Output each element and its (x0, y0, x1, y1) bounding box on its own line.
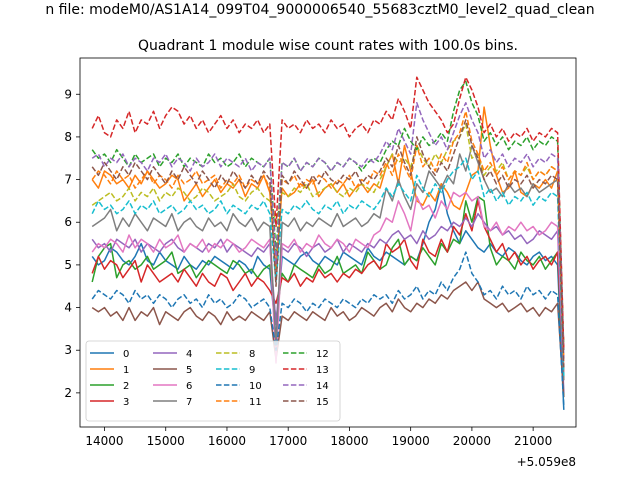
legend-label-9: 9 (249, 365, 255, 376)
chart-title: Quadrant 1 module wise count rates with … (138, 38, 518, 54)
series-line-15 (91, 119, 565, 368)
legend-frame (85, 340, 341, 422)
legend-label-1: 1 (123, 365, 129, 376)
series-line-14 (91, 102, 565, 359)
legend-label-0: 0 (123, 349, 129, 360)
x-tick-label: 16000 (208, 434, 246, 448)
x-tick-label: 19000 (392, 434, 430, 448)
legend-label-11: 11 (249, 397, 262, 408)
series-line-13 (91, 76, 565, 351)
x-axis: 14000 15000 16000 17000 18000 19000 20000 21000 (85, 427, 552, 448)
figure-suptitle: n file: modeM0/AS1A14_099T04_9000006540_… (45, 2, 594, 18)
y-tick-label: 3 (64, 343, 72, 357)
legend-label-12: 12 (316, 349, 329, 360)
series-line-7 (91, 144, 565, 381)
y-tick-label: 6 (64, 215, 72, 229)
series-line-11 (91, 110, 565, 359)
x-offset-label: +5.059e8 (517, 455, 576, 469)
series-line-4 (91, 212, 565, 393)
series-line-10 (91, 251, 565, 406)
x-tick-label: 21000 (514, 434, 552, 448)
legend-label-6: 6 (186, 381, 192, 392)
y-tick-label: 4 (64, 301, 72, 315)
legend-label-4: 4 (186, 349, 192, 360)
series-line-0 (91, 183, 565, 410)
series-line-9 (91, 157, 565, 376)
x-tick-label: 14000 (85, 434, 123, 448)
legend-label-10: 10 (249, 381, 262, 392)
series-line-3 (91, 200, 565, 381)
legend-label-7: 7 (186, 397, 192, 408)
x-tick-label: 15000 (147, 434, 185, 448)
series-line-8 (91, 123, 565, 351)
x-tick-label: 18000 (330, 434, 368, 448)
legend-label-2: 2 (123, 381, 129, 392)
y-tick-label: 5 (64, 258, 72, 272)
y-tick-label: 7 (64, 173, 72, 187)
legend-label-5: 5 (186, 365, 192, 376)
legend-label-13: 13 (316, 365, 329, 376)
legend-label-8: 8 (249, 349, 255, 360)
series-layer (91, 76, 565, 410)
y-tick-label: 9 (64, 87, 72, 101)
plot-frame (79, 57, 577, 428)
series-line-6 (91, 191, 565, 372)
series-line-5 (91, 281, 565, 398)
legend-label-14: 14 (316, 381, 329, 392)
legend-label-3: 3 (123, 397, 129, 408)
y-tick-label: 8 (64, 130, 72, 144)
x-tick-label: 20000 (453, 434, 491, 448)
y-tick-label: 2 (64, 386, 72, 400)
legend-label-15: 15 (316, 397, 329, 408)
x-tick-label: 17000 (269, 434, 307, 448)
series-line-1 (91, 106, 565, 372)
series-line-2 (91, 195, 565, 398)
y-axis: 2 3 4 5 6 7 8 9 (64, 87, 80, 400)
